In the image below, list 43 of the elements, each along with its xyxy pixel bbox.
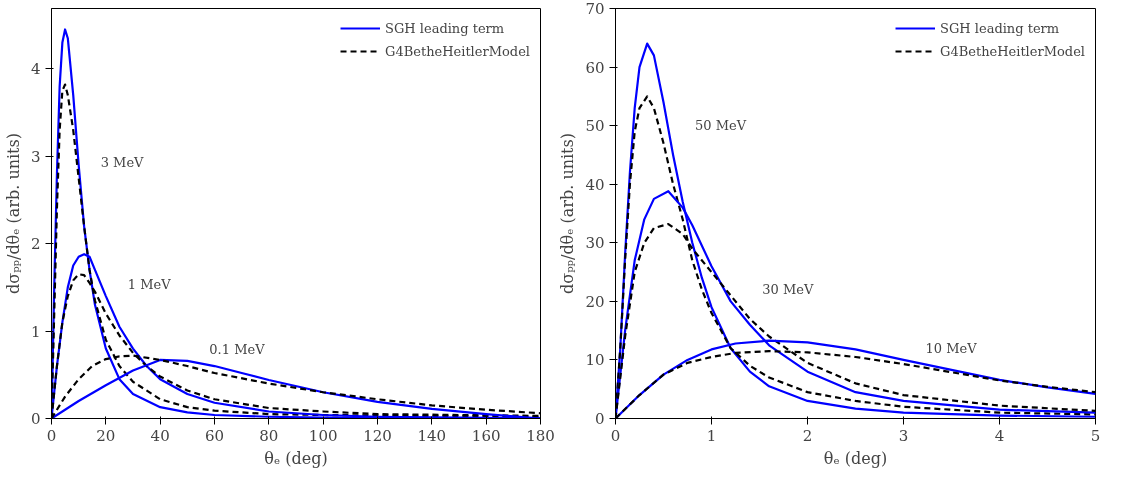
annotation: 1 MeV: [127, 277, 172, 293]
annotation: 3 MeV: [100, 154, 145, 170]
x-tick-label: 180: [526, 426, 555, 445]
y-tick-label: 0: [30, 410, 41, 428]
y-tick-label: 70: [585, 0, 605, 18]
x-tick-label: 0: [610, 426, 621, 445]
y-tick-label: 20: [585, 292, 605, 311]
x-tick-label: 1: [706, 426, 717, 445]
x-tick-label: 4: [994, 426, 1005, 445]
x-tick-label: 120: [363, 426, 392, 445]
legend-label: SGH leading term: [940, 20, 1060, 36]
y-tick-label: 3: [30, 147, 41, 166]
legend-label: G4BetheHeitlerModel: [940, 43, 1085, 59]
x-tick-label: 140: [417, 426, 447, 445]
annotation: 10 MeV: [925, 340, 978, 356]
x-tick-label: 5: [1090, 426, 1101, 445]
y-tick-label: 2: [30, 235, 41, 254]
x-tick-label: 20: [96, 426, 116, 445]
x-tick-label: 2: [802, 426, 813, 445]
x-tick-label: 40: [150, 426, 170, 445]
x-axis-title: θₑ (deg): [264, 448, 328, 468]
y-tick-label: 1: [30, 322, 41, 341]
x-tick-label: 160: [471, 426, 501, 445]
x-tick-label: 3: [898, 426, 909, 445]
x-tick-label: 0: [46, 426, 57, 445]
legend-label: SGH leading term: [385, 20, 505, 36]
y-tick-label: 50: [585, 117, 605, 136]
x-tick-label: 60: [204, 426, 225, 445]
x-tick-label: 100: [308, 426, 338, 445]
y-tick-label: 4: [30, 60, 41, 79]
y-tick-label: 30: [585, 234, 605, 253]
y-tick-label: 0: [594, 410, 605, 428]
annotation: 30 MeV: [762, 282, 814, 298]
y-tick-label: 60: [585, 58, 605, 77]
x-axis-title: θₑ (deg): [823, 448, 888, 468]
y-axis-title: dσₚₚ/dθₑ (arb. units): [3, 133, 23, 294]
y-axis-title: dσₚₚ/dθₑ (arb. units): [558, 133, 578, 294]
y-tick-label: 10: [585, 351, 605, 370]
annotation: 50 MeV: [695, 118, 747, 134]
x-tick-label: 80: [259, 426, 279, 445]
y-tick-label: 40: [585, 175, 605, 194]
legend-label: G4BetheHeitlerModel: [385, 43, 530, 59]
annotation: 0.1 MeV: [209, 341, 266, 357]
